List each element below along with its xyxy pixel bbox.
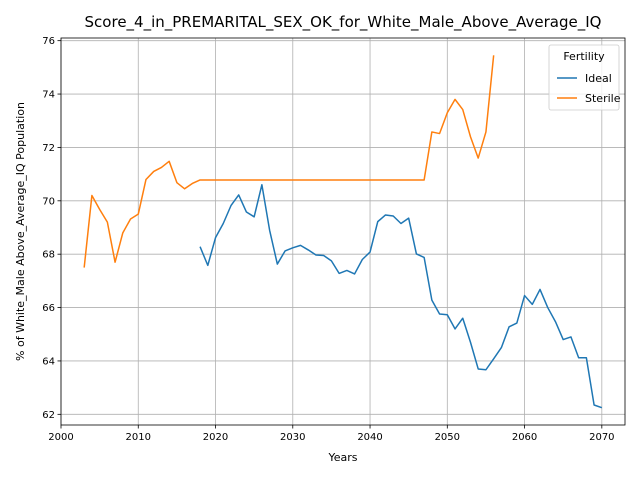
legend-box	[548, 44, 620, 111]
series-line-sterile	[83, 55, 495, 268]
x-tick-label: 2030	[280, 432, 305, 443]
legend-items: Ideal Sterile	[557, 72, 621, 105]
legend-label-sterile: Sterile	[585, 92, 621, 105]
x-tick-label: 2010	[126, 432, 151, 443]
y-axis-label: % of White_Male Above_Average_IQ Populat…	[14, 102, 27, 361]
y-tick-label: 76	[42, 36, 55, 47]
y-tick-label: 74	[42, 90, 55, 101]
x-tick-label: 2040	[357, 432, 382, 443]
chart-title: Score_4_in_PREMARITAL_SEX_OK_for_White_M…	[85, 13, 602, 32]
grid-lines	[60, 38, 625, 425]
legend-title: Fertility	[563, 50, 605, 63]
x-axis-label: Years	[327, 451, 357, 464]
y-tick-label: 62	[42, 410, 55, 421]
y-axis-ticks: 62 64 66 68 70 72 74 76	[42, 36, 61, 421]
y-tick-label: 64	[42, 356, 55, 367]
x-tick-label: 2060	[512, 432, 537, 443]
legend: Fertility Ideal Sterile	[548, 44, 621, 111]
series-line-ideal	[199, 184, 603, 409]
series-layer	[83, 55, 603, 409]
x-tick-label: 2000	[48, 432, 73, 443]
plot-frame	[60, 37, 626, 426]
y-tick-label: 72	[42, 143, 55, 154]
x-tick-label: 2050	[435, 432, 460, 443]
x-tick-label: 2020	[203, 432, 228, 443]
y-tick-label: 66	[42, 303, 55, 314]
x-tick-label: 2070	[589, 432, 614, 443]
x-axis-ticks: 2000 2010 2020 2030 2040 2050 2060 2070	[48, 425, 615, 443]
y-tick-label: 68	[42, 250, 55, 261]
legend-label-ideal: Ideal	[585, 72, 612, 85]
y-tick-label: 70	[42, 196, 55, 207]
